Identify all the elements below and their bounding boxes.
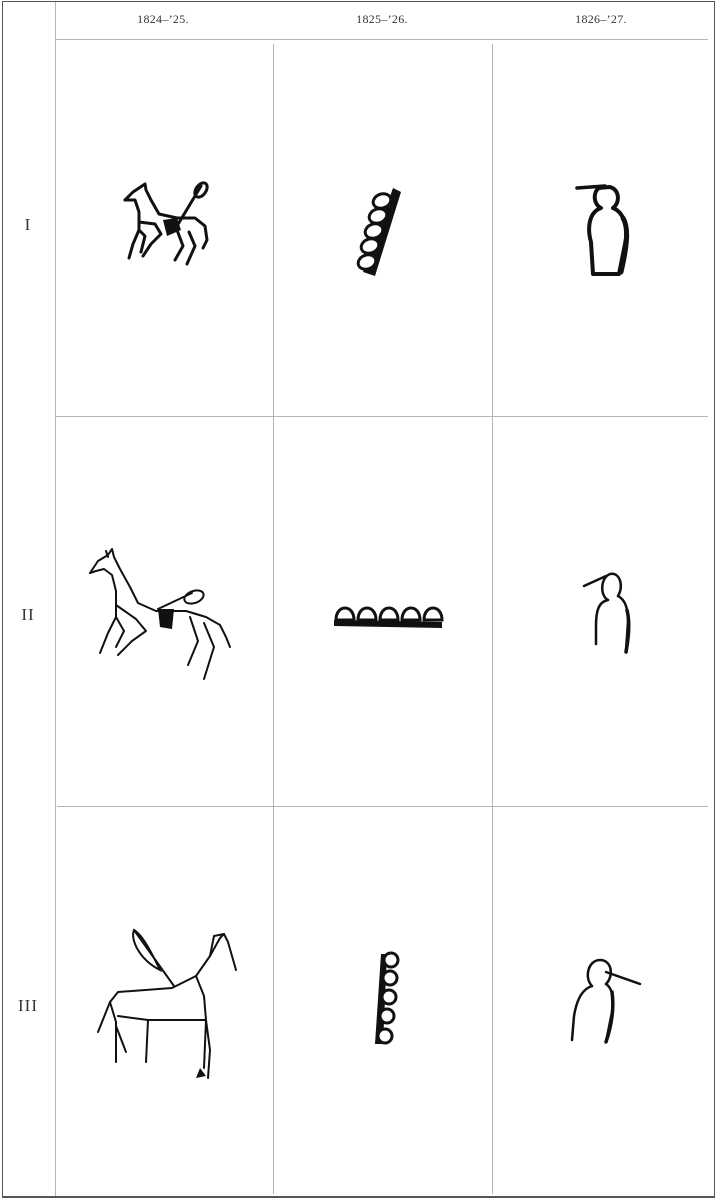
column-divider-2 bbox=[492, 44, 493, 1194]
row-label-ii: II bbox=[21, 605, 35, 624]
vertical-row-of-circles-pictograph-icon bbox=[375, 948, 409, 1048]
frame-top bbox=[2, 1, 714, 2]
horse-with-feather-pictograph-icon bbox=[96, 926, 238, 1082]
label-column-divider bbox=[55, 2, 56, 1196]
frame-bottom bbox=[2, 1196, 715, 1198]
horizontal-row-of-arches-pictograph-icon bbox=[334, 598, 444, 628]
column-divider-1 bbox=[273, 44, 274, 1194]
row-divider-1 bbox=[56, 416, 708, 417]
horse-with-pipe-pictograph-icon bbox=[115, 180, 215, 272]
human-figure-with-stick-outline-icon bbox=[582, 570, 638, 656]
row-divider-2 bbox=[57, 806, 708, 807]
column-header-1825-26: 1825–’26. bbox=[356, 12, 408, 26]
human-figure-with-stick-right-icon bbox=[566, 956, 642, 1046]
frame-left bbox=[2, 1, 3, 1198]
horse-with-pipe-outline-pictograph-icon bbox=[86, 547, 242, 687]
frame-right bbox=[714, 1, 715, 1198]
column-header-1824-25: 1824–’25. bbox=[137, 12, 189, 26]
row-label-i: I bbox=[24, 215, 32, 234]
column-header-1826-27: 1826–’27. bbox=[575, 12, 627, 26]
bold-human-figure-with-stick-icon bbox=[575, 182, 635, 278]
row-label-iii: III bbox=[18, 996, 38, 1015]
vertical-row-of-ovals-pictograph-icon bbox=[355, 188, 401, 276]
header-divider bbox=[56, 39, 708, 40]
